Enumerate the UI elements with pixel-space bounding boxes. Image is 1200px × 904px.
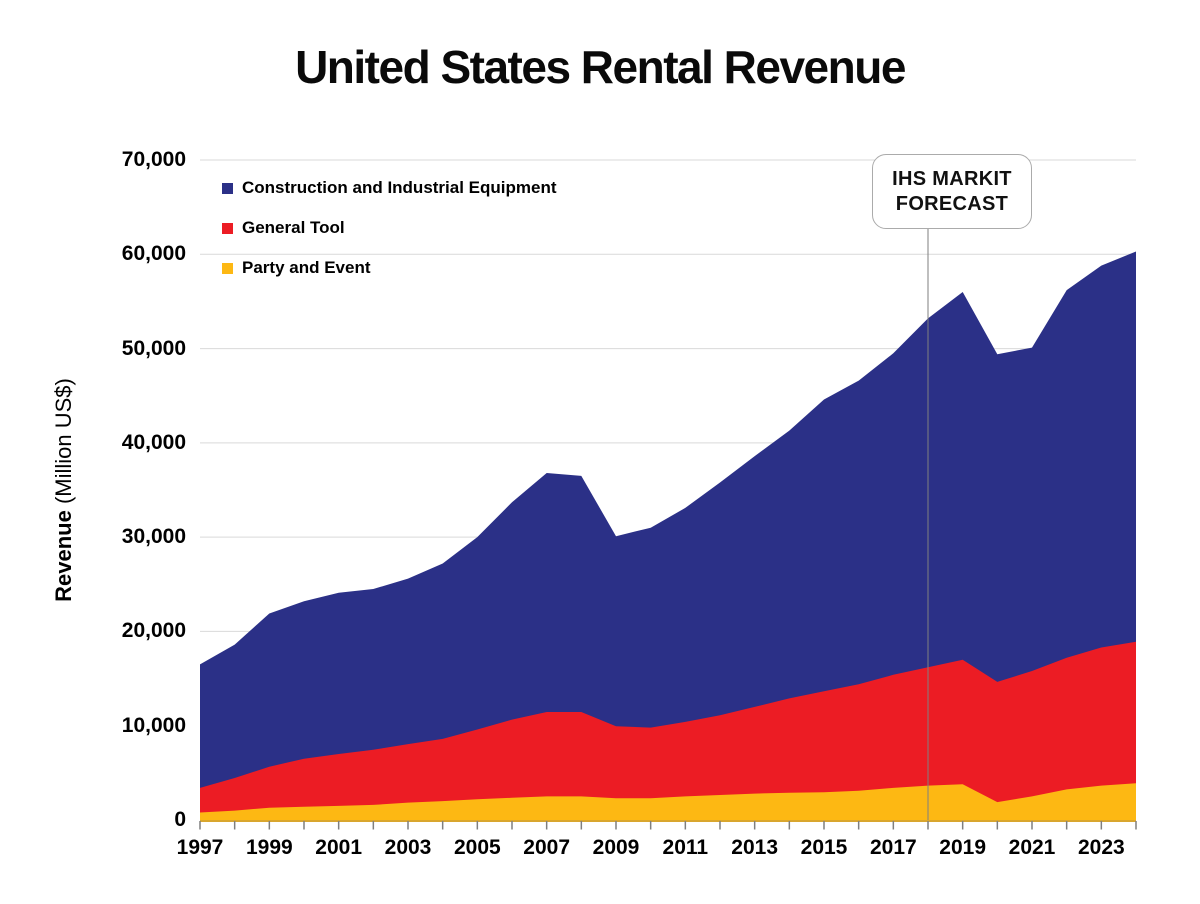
x-tick-label: 2001	[315, 836, 363, 859]
x-tick-label: 2011	[662, 836, 709, 859]
legend: Construction and Industrial Equipment Ge…	[222, 178, 557, 278]
x-tick-label: 2009	[592, 836, 640, 859]
x-tick-label: 2013	[731, 836, 779, 859]
x-tick-label: 1997	[176, 836, 224, 859]
legend-item-party-event: Party and Event	[222, 258, 557, 278]
x-tick-label: 2005	[453, 836, 501, 859]
forecast-annotation-line1: IHS MARKIT	[892, 167, 1012, 190]
y-tick-label: 10,000	[121, 713, 186, 737]
area-party-and-event	[200, 783, 1136, 820]
y-tick-label: 50,000	[121, 336, 186, 360]
x-tick-label: 1999	[245, 836, 293, 859]
legend-label-construction: Construction and Industrial Equipment	[242, 178, 557, 197]
x-tick-label: 2023	[1077, 836, 1125, 859]
x-tick-label: 2007	[523, 836, 571, 859]
legend-label-party-event: Party and Event	[242, 258, 371, 277]
forecast-annotation-line2: FORECAST	[895, 192, 1009, 215]
x-tick-label: 2015	[800, 836, 848, 859]
y-axis-title-bold: Revenue	[51, 510, 76, 602]
chart-title: United States Rental Revenue	[295, 41, 906, 93]
y-tick-label: 70,000	[121, 148, 186, 171]
y-tick-label: 20,000	[121, 619, 186, 643]
area-general-tool	[200, 641, 1136, 820]
legend-item-construction: Construction and Industrial Equipment	[222, 178, 557, 198]
legend-label-general-tool: General Tool	[242, 218, 345, 237]
x-tick-label: 2019	[939, 836, 987, 859]
y-tick-label: 30,000	[121, 525, 186, 549]
y-tick-label: 40,000	[121, 430, 186, 454]
y-tick-label: 60,000	[121, 242, 186, 266]
x-tick-label: 2021	[1008, 836, 1056, 859]
legend-swatch-party-event	[222, 262, 233, 274]
x-tick-label: 2017	[869, 836, 917, 859]
legend-swatch-construction	[222, 182, 233, 194]
forecast-annotation: IHS MARKIT FORECAST	[872, 154, 1032, 229]
x-tick-label: 2003	[384, 836, 432, 859]
legend-swatch-general-tool	[222, 222, 233, 234]
y-tick-label: 0	[174, 808, 186, 831]
y-axis-title: Revenue (Million US$)	[51, 378, 77, 602]
legend-item-general-tool: General Tool	[222, 218, 557, 238]
